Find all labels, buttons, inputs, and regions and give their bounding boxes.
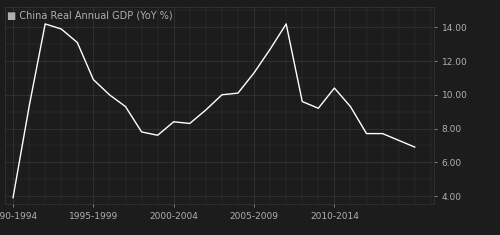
Text: ■ China Real Annual GDP (YoY %): ■ China Real Annual GDP (YoY %) [7,11,173,21]
